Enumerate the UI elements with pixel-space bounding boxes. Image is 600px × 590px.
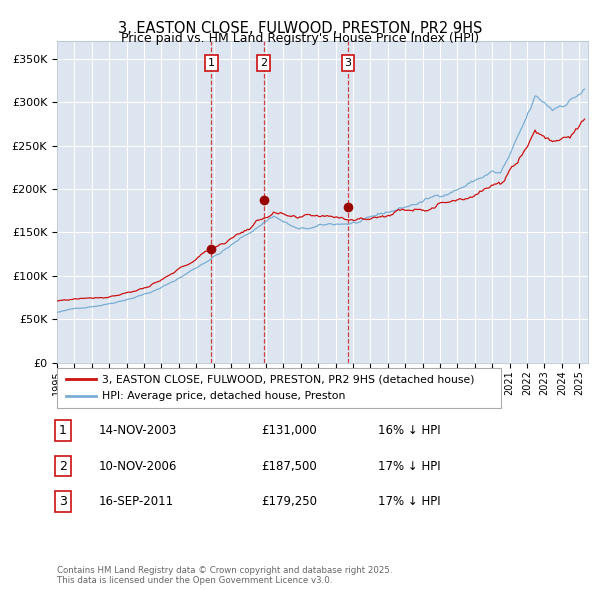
Text: 2: 2 (59, 460, 67, 473)
Text: 17% ↓ HPI: 17% ↓ HPI (378, 460, 440, 473)
Text: 14-NOV-2003: 14-NOV-2003 (99, 424, 178, 437)
Text: £187,500: £187,500 (261, 460, 317, 473)
Text: 10-NOV-2006: 10-NOV-2006 (99, 460, 178, 473)
Text: 16% ↓ HPI: 16% ↓ HPI (378, 424, 440, 437)
Text: HPI: Average price, detached house, Preston: HPI: Average price, detached house, Pres… (102, 391, 346, 401)
Text: 3: 3 (59, 495, 67, 508)
Text: 3, EASTON CLOSE, FULWOOD, PRESTON, PR2 9HS: 3, EASTON CLOSE, FULWOOD, PRESTON, PR2 9… (118, 21, 482, 35)
Text: 2: 2 (260, 58, 267, 68)
Text: Price paid vs. HM Land Registry's House Price Index (HPI): Price paid vs. HM Land Registry's House … (121, 32, 479, 45)
Text: 17% ↓ HPI: 17% ↓ HPI (378, 495, 440, 508)
Text: Contains HM Land Registry data © Crown copyright and database right 2025.
This d: Contains HM Land Registry data © Crown c… (57, 566, 392, 585)
Text: 3: 3 (344, 58, 352, 68)
Text: 16-SEP-2011: 16-SEP-2011 (99, 495, 174, 508)
Text: 3, EASTON CLOSE, FULWOOD, PRESTON, PR2 9HS (detached house): 3, EASTON CLOSE, FULWOOD, PRESTON, PR2 9… (102, 375, 475, 385)
Text: £131,000: £131,000 (261, 424, 317, 437)
Text: 1: 1 (208, 58, 215, 68)
Text: £179,250: £179,250 (261, 495, 317, 508)
Text: 1: 1 (59, 424, 67, 437)
